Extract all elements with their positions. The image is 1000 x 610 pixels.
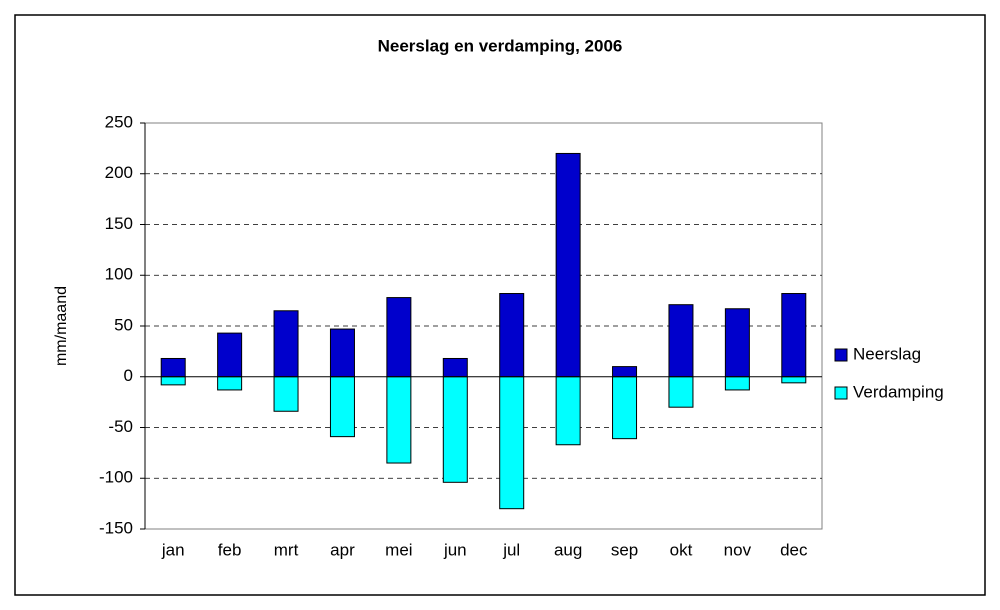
y-tick-label: -100 <box>99 468 133 487</box>
bar <box>386 297 412 378</box>
bar <box>442 357 468 378</box>
legend-swatch <box>834 348 848 362</box>
y-tick-label: 100 <box>105 265 133 284</box>
x-tick-label: nov <box>724 540 752 559</box>
bar <box>668 304 694 378</box>
x-tick-label: apr <box>330 540 355 559</box>
bar <box>217 376 243 391</box>
y-tick-label: 200 <box>105 163 133 182</box>
bar <box>724 376 750 391</box>
bar <box>217 332 243 378</box>
bar <box>499 293 525 378</box>
x-tick-label: jul <box>502 540 520 559</box>
x-tick-label: sep <box>611 540 638 559</box>
bar <box>555 152 581 378</box>
bar <box>499 376 525 510</box>
legend-swatch <box>834 386 848 400</box>
x-tick-label: mei <box>385 540 412 559</box>
bar <box>612 376 638 440</box>
y-tick-label: -150 <box>99 518 133 537</box>
bar <box>160 376 186 386</box>
y-axis-label: mm/maand <box>53 286 70 366</box>
legend-label: Verdamping <box>853 382 944 401</box>
bar <box>668 376 694 408</box>
bar <box>442 376 468 483</box>
y-tick-label: 250 <box>105 112 133 131</box>
legend-label: Neerslag <box>853 344 921 363</box>
x-tick-label: okt <box>670 540 693 559</box>
bar <box>329 328 355 378</box>
bar <box>781 376 807 384</box>
x-tick-label: mrt <box>274 540 299 559</box>
y-tick-label: 50 <box>114 315 133 334</box>
bar <box>555 376 581 446</box>
bar <box>724 308 750 378</box>
x-tick-label: feb <box>218 540 242 559</box>
bar <box>273 376 299 412</box>
y-tick-label: 150 <box>105 214 133 233</box>
bar <box>612 366 638 378</box>
y-tick-label: 0 <box>124 366 133 385</box>
bar <box>329 376 355 438</box>
bar <box>160 357 186 378</box>
bar <box>386 376 412 464</box>
bar <box>273 310 299 378</box>
chart-title: Neerslag en verdamping, 2006 <box>378 36 623 55</box>
x-tick-label: jan <box>161 540 185 559</box>
y-tick-label: -50 <box>108 417 133 436</box>
x-tick-label: aug <box>554 540 582 559</box>
x-tick-label: jun <box>443 540 467 559</box>
bar <box>781 293 807 378</box>
x-tick-label: dec <box>780 540 808 559</box>
